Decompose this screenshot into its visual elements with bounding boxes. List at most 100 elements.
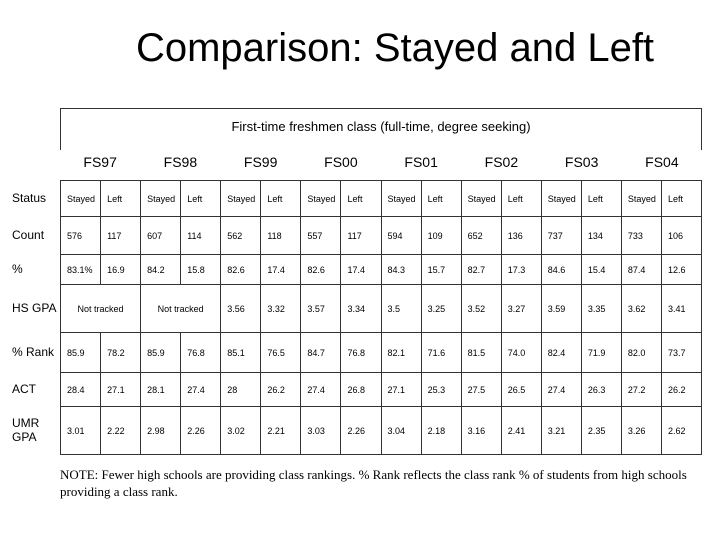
- percent-cell: 17.4: [340, 254, 382, 285]
- status-cell: Stayed: [220, 180, 262, 217]
- percent-cell: 16.9: [100, 254, 142, 285]
- hs-gpa-cell: 3.35: [580, 284, 622, 333]
- act-cell: 25.3: [420, 372, 462, 407]
- act-cell: 26.2: [260, 372, 302, 407]
- count-cell: 733: [620, 216, 662, 255]
- umr-gpa-cell: 2.18: [420, 406, 462, 455]
- rank-cell: 76.8: [340, 332, 382, 373]
- hs-gpa-cell: 3.62: [620, 284, 662, 333]
- percent-cell: 17.4: [260, 254, 302, 285]
- row-label-percent: %: [12, 262, 23, 276]
- rank-cell: 81.5: [460, 332, 502, 373]
- comparison-table: Stayed Left Stayed Left Stayed Left Stay…: [59, 180, 703, 455]
- act-cell: 27.4: [540, 372, 582, 407]
- percent-cell: 82.7: [460, 254, 502, 285]
- table-row-umr-gpa: 3.01 2.22 2.98 2.26 3.02 2.21 3.03 2.26 …: [59, 406, 703, 455]
- umr-gpa-cell: 2.21: [260, 406, 302, 455]
- percent-cell: 12.6: [660, 254, 703, 285]
- umr-gpa-cell: 2.41: [500, 406, 542, 455]
- count-cell: 652: [460, 216, 502, 255]
- hs-gpa-cell: 3.5: [380, 284, 422, 333]
- cohort-header: FS03: [564, 154, 599, 170]
- table-row-count: 576 117 607 114 562 118 557 117 594 109 …: [59, 216, 703, 255]
- umr-gpa-cell: 2.22: [100, 406, 142, 455]
- cohort-header: FS98: [163, 154, 198, 170]
- count-cell: 557: [300, 216, 342, 255]
- not-tracked-cell: Not tracked: [59, 284, 142, 333]
- rank-cell: 82.4: [540, 332, 582, 373]
- umr-gpa-cell: 2.98: [140, 406, 182, 455]
- hs-gpa-cell: 3.32: [260, 284, 302, 333]
- rank-cell: 82.0: [620, 332, 662, 373]
- act-cell: 27.2: [620, 372, 662, 407]
- percent-cell: 84.6: [540, 254, 582, 285]
- status-cell: Stayed: [380, 180, 422, 217]
- row-label-act: ACT: [12, 382, 36, 396]
- act-cell: 27.4: [300, 372, 342, 407]
- percent-cell: 17.3: [500, 254, 542, 285]
- hs-gpa-cell: 3.34: [340, 284, 382, 333]
- table-row-act: 28.4 27.1 28.1 27.4 28 26.2 27.4 26.8 27…: [59, 372, 703, 407]
- status-cell: Left: [580, 180, 622, 217]
- percent-cell: 84.2: [140, 254, 182, 285]
- count-cell: 607: [140, 216, 182, 255]
- hs-gpa-cell: 3.41: [660, 284, 703, 333]
- status-cell: Left: [340, 180, 382, 217]
- act-cell: 27.5: [460, 372, 502, 407]
- percent-cell: 82.6: [300, 254, 342, 285]
- rank-cell: 85.9: [59, 332, 102, 373]
- row-label-hs-gpa: HS GPA: [12, 301, 57, 315]
- status-cell: Stayed: [300, 180, 342, 217]
- count-cell: 136: [500, 216, 542, 255]
- hs-gpa-cell: 3.25: [420, 284, 462, 333]
- act-cell: 26.3: [580, 372, 622, 407]
- hs-gpa-cell: 3.57: [300, 284, 342, 333]
- row-label-status: Status: [12, 191, 47, 205]
- umr-gpa-cell: 3.16: [460, 406, 502, 455]
- status-cell: Left: [500, 180, 542, 217]
- rank-cell: 78.2: [100, 332, 142, 373]
- status-cell: Stayed: [460, 180, 502, 217]
- umr-gpa-cell: 3.01: [59, 406, 102, 455]
- count-cell: 114: [180, 216, 222, 255]
- status-cell: Left: [420, 180, 462, 217]
- count-cell: 118: [260, 216, 302, 255]
- percent-cell: 15.4: [580, 254, 622, 285]
- act-cell: 27.1: [100, 372, 142, 407]
- not-tracked-cell: Not tracked: [140, 284, 222, 333]
- cohort-header: FS01: [404, 154, 438, 170]
- count-cell: 109: [420, 216, 462, 255]
- status-cell: Left: [100, 180, 142, 217]
- umr-gpa-cell: 3.21: [540, 406, 582, 455]
- table-row-rank: 85.9 78.2 85.9 76.8 85.1 76.5 84.7 76.8 …: [59, 332, 703, 373]
- hs-gpa-cell: 3.52: [460, 284, 502, 333]
- status-cell: Left: [660, 180, 703, 217]
- count-cell: 562: [220, 216, 262, 255]
- status-cell: Stayed: [620, 180, 662, 217]
- count-cell: 117: [340, 216, 382, 255]
- percent-cell: 83.1%: [59, 254, 102, 285]
- act-cell: 27.1: [380, 372, 422, 407]
- umr-gpa-cell: 2.26: [180, 406, 222, 455]
- rank-cell: 74.0: [500, 332, 542, 373]
- count-cell: 576: [59, 216, 102, 255]
- percent-cell: 87.4: [620, 254, 662, 285]
- cohort-header: FS04: [645, 154, 679, 170]
- percent-cell: 15.7: [420, 254, 462, 285]
- rank-cell: 71.6: [420, 332, 462, 373]
- umr-gpa-cell: 2.62: [660, 406, 703, 455]
- umr-gpa-cell: 3.03: [300, 406, 342, 455]
- table-row-percent: 83.1% 16.9 84.2 15.8 82.6 17.4 82.6 17.4…: [59, 254, 703, 285]
- rank-cell: 71.9: [580, 332, 622, 373]
- cohort-header-row: FS97 FS98 FS99 FS00 FS01 FS02 FS03 FS04: [60, 150, 702, 180]
- rank-cell: 82.1: [380, 332, 422, 373]
- hs-gpa-cell: 3.59: [540, 284, 582, 333]
- status-cell: Stayed: [540, 180, 582, 217]
- count-cell: 594: [380, 216, 422, 255]
- row-labels: Status Count % HS GPA % Rank ACT UMR GPA: [12, 180, 60, 454]
- act-cell: 26.8: [340, 372, 382, 407]
- umr-gpa-cell: 3.02: [220, 406, 262, 455]
- row-label-rank: % Rank: [12, 345, 55, 359]
- rank-cell: 84.7: [300, 332, 342, 373]
- hs-gpa-cell: 3.56: [220, 284, 262, 333]
